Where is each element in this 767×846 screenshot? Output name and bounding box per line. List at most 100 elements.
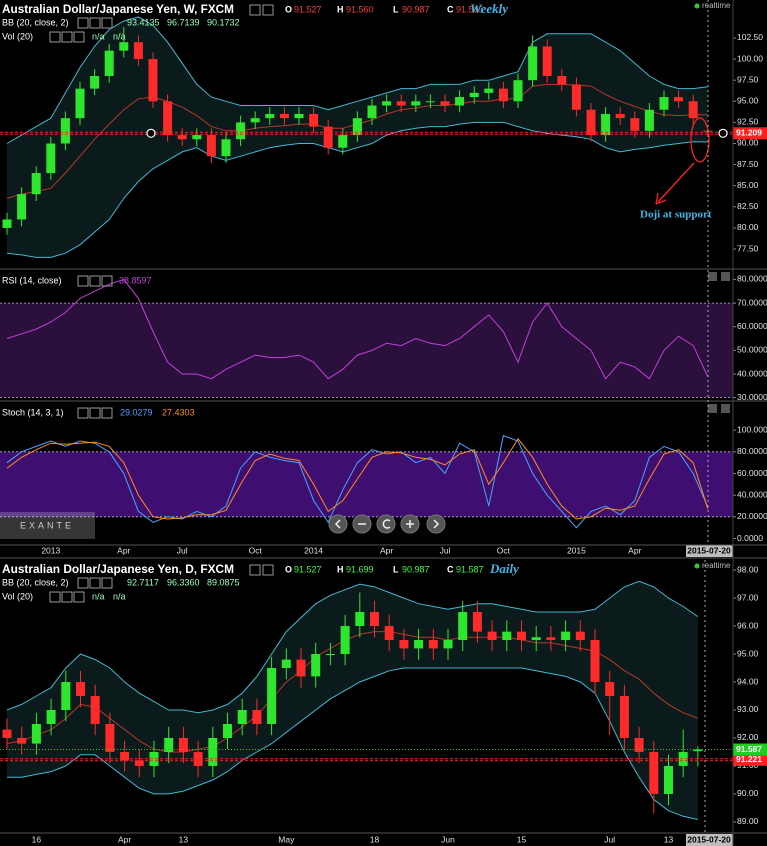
indicator-value: 89.0875 [207, 577, 240, 587]
header-icon [89, 577, 101, 589]
y-tick-label: 20.0000 [737, 511, 767, 521]
candle-body [163, 101, 173, 136]
x-tick-label: 13 [664, 834, 674, 844]
chart-title: Australian Dollar/Japanese Yen, D, FXCM [2, 562, 234, 576]
indicator-line [6, 434, 709, 529]
candle-body [542, 46, 552, 76]
bollinger-middle [6, 631, 699, 753]
candle-body [17, 737, 27, 744]
indicator-value: 38.8597 [119, 275, 152, 285]
y-tick-label: 40.0000 [737, 489, 767, 499]
x-tick-label: Apr [118, 834, 131, 844]
nav-button [426, 514, 446, 534]
header-icon [262, 564, 274, 576]
x-tick-label: 18 [370, 834, 380, 844]
header-icon [89, 17, 101, 29]
candle-body [2, 729, 12, 738]
candle-body [134, 760, 144, 766]
candle-body [484, 88, 494, 93]
status-dot [694, 563, 700, 569]
candle-body [60, 118, 70, 144]
candle-body [428, 640, 438, 649]
x-tick-label: Jul [440, 545, 451, 555]
x-tick-label: 2013 [41, 545, 60, 555]
candle-body [571, 84, 581, 110]
y-tick-label: 60.0000 [737, 321, 767, 331]
y-tick-label: 89.00 [737, 816, 759, 826]
indicator-label: BB (20, close, 2) [2, 577, 69, 587]
candle-body [340, 626, 350, 655]
y-tick-label: 50.0000 [737, 345, 767, 355]
candle-body [177, 135, 187, 140]
panel [0, 16, 733, 258]
candle-body [688, 101, 698, 119]
x-tick-label: 16 [32, 834, 42, 844]
candle-body [90, 75, 100, 89]
candle-body [193, 751, 203, 766]
candle-body [192, 135, 202, 140]
support-tag-label: 91.221 [736, 754, 762, 764]
header-icon [77, 577, 89, 589]
y-tick-label: 93.00 [737, 704, 759, 714]
ohlc-label: C [447, 564, 454, 574]
candle-body [634, 737, 644, 752]
candle-body [678, 751, 688, 766]
candle-body [674, 97, 684, 102]
y-tick-label: 100.00 [737, 53, 763, 63]
indicator-value: n/a [92, 591, 105, 601]
candle-body [90, 696, 100, 724]
nav-glyph [406, 520, 414, 528]
candle-body [309, 113, 319, 127]
y-tick-label: 30.0000 [737, 392, 767, 402]
candle-body [355, 612, 365, 627]
nav-glyph [382, 519, 391, 529]
x-tick-label: May [278, 834, 295, 844]
candle-body [206, 135, 216, 157]
candle-body [458, 612, 468, 641]
candle-body [440, 101, 450, 106]
ohlc-value: 91.515 [456, 4, 484, 14]
candle-body [75, 88, 85, 119]
candle-body [323, 126, 333, 148]
y-tick-label: 60.0000 [737, 468, 767, 478]
ohlc-value: 90.987 [402, 564, 430, 574]
x-tick-label: Jul [177, 545, 188, 555]
candle-body [367, 105, 377, 119]
ohlc-label: O [285, 4, 292, 14]
indicator-value: n/a [92, 31, 105, 41]
candle-body [517, 631, 526, 641]
header-icon [61, 591, 73, 603]
indicator-label: Vol (20) [2, 591, 33, 601]
candle-body [237, 709, 247, 724]
y-tick-label: 77.50 [737, 243, 759, 253]
panel-button [708, 404, 717, 413]
x-tick-label: Apr [628, 545, 641, 555]
candle-body [149, 751, 159, 766]
last-price-tag [733, 743, 767, 756]
candle-body [296, 659, 306, 677]
candle-body [311, 654, 321, 677]
chart-annotation: Daily [489, 561, 519, 576]
status-dot [694, 3, 700, 9]
ohlc-label: C [447, 4, 454, 14]
nav-button [328, 514, 348, 534]
indicator-line [6, 278, 709, 380]
y-tick-label: 97.50 [737, 74, 759, 84]
band [0, 451, 733, 517]
candle-body [164, 737, 174, 752]
y-tick-label: 95.00 [737, 648, 759, 658]
indicator-value: n/a [113, 31, 126, 41]
ohlc-value: 91.560 [346, 4, 374, 14]
y-tick-label: 85.00 [737, 180, 759, 190]
y-tick-label: 92.00 [737, 732, 759, 742]
indicator-title: Stoch (14, 3, 1) [2, 407, 64, 417]
candle-body [382, 101, 392, 106]
candle-body [546, 637, 556, 641]
status: realtime [702, 1, 731, 10]
candle-body [557, 75, 567, 85]
candle-body [384, 626, 394, 641]
support-end [718, 128, 728, 138]
x-tick-label: Apr [117, 545, 130, 555]
panel [0, 434, 733, 529]
